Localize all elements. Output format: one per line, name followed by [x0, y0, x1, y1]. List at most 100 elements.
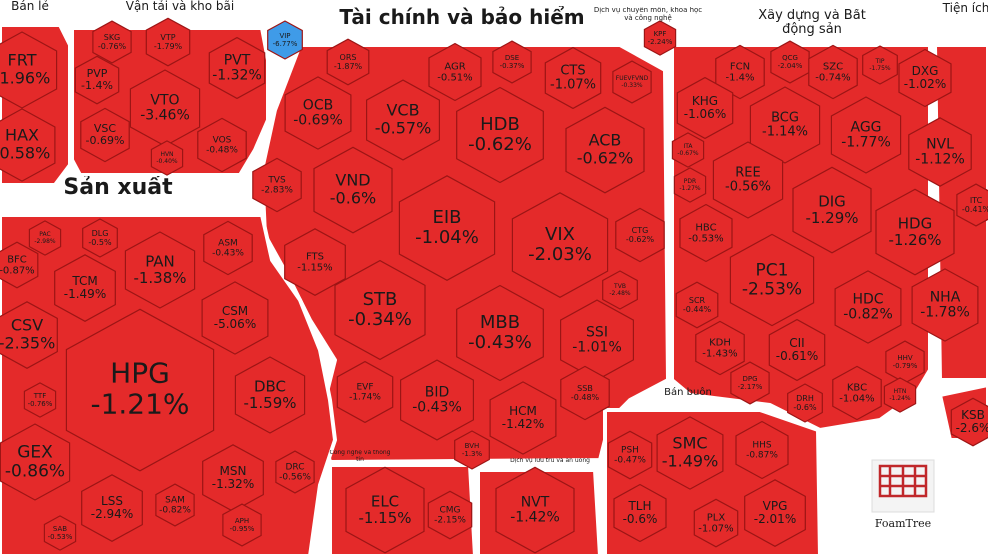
cell — [334, 259, 426, 361]
cell-label: BFC — [7, 255, 27, 266]
cell-label: SSI — [586, 324, 608, 340]
group-header: Xây dựng và Bất động sản — [758, 9, 866, 38]
cell-label: VIP — [279, 32, 290, 40]
cell-label: DPG — [742, 375, 757, 383]
value-label: -1.02% — [904, 77, 946, 91]
value-label: -0.6% — [330, 188, 376, 207]
cell — [23, 382, 57, 418]
cell-label: VTP — [160, 33, 175, 42]
group-header-box: Bán lẻ — [11, 0, 49, 13]
cell — [456, 284, 544, 382]
value-label: -0.40% — [156, 158, 178, 165]
cell-label: DIG — [818, 192, 846, 210]
group-header: Bán lẻ — [11, 0, 49, 13]
value-label: -2.03% — [528, 244, 592, 265]
cell-label: HVN — [160, 151, 173, 158]
cell-label: VSC — [94, 122, 117, 135]
cell-label: CSM — [222, 304, 248, 318]
value-label: -1.38% — [133, 269, 186, 287]
cell — [0, 108, 56, 182]
value-label: -1.04% — [839, 394, 874, 405]
group-header-box: Tiện ích — [943, 2, 988, 15]
value-label: -0.43% — [468, 332, 532, 353]
value-label: -2.17% — [738, 383, 763, 391]
cell — [366, 79, 440, 161]
logo: FoamTree — [871, 459, 935, 530]
cell-label: KSB — [961, 408, 985, 422]
value-label: -1.24% — [889, 395, 911, 402]
cell-label: VND — [335, 171, 370, 190]
cell-label: MSN — [220, 464, 247, 478]
cell-label: TCM — [71, 274, 97, 288]
value-label: -1.42% — [502, 417, 544, 431]
cell-label: HBC — [695, 223, 716, 234]
cell — [454, 430, 490, 470]
cell-label: DRC — [285, 463, 304, 473]
value-label: -1.01% — [572, 340, 622, 356]
value-label: -0.48% — [206, 145, 238, 155]
cell — [428, 42, 482, 102]
cell — [676, 76, 734, 140]
cell-label: ELC — [371, 492, 399, 510]
value-label: -0.41% — [962, 205, 988, 214]
group-header-box: Sản xuất — [63, 176, 172, 200]
cell-label: EVF — [356, 383, 373, 393]
cell — [201, 281, 269, 355]
cell — [326, 38, 370, 86]
value-label: -0.33% — [621, 82, 643, 89]
group-header: Vận tải và kho bãi — [125, 0, 235, 13]
value-label: -0.76% — [28, 400, 53, 408]
cell — [82, 218, 118, 258]
value-label: -1.4% — [81, 79, 113, 92]
cell — [456, 86, 544, 184]
cell-label: ORS — [340, 53, 357, 62]
value-label: -1.3% — [462, 450, 483, 458]
cell — [495, 466, 575, 554]
cell — [489, 381, 557, 455]
cell — [656, 416, 724, 490]
value-label: -1.32% — [212, 68, 262, 84]
cell — [908, 117, 972, 187]
cell-label: HTN — [894, 388, 907, 395]
cell — [544, 46, 602, 110]
value-label: -1.96% — [0, 68, 50, 87]
value-label: -2.01% — [754, 512, 796, 526]
cell-label: HHS — [752, 441, 772, 451]
cell-label: CTS — [560, 63, 585, 78]
value-label: -1.06% — [684, 107, 726, 121]
cell — [313, 146, 393, 234]
value-label: -2.35% — [0, 333, 55, 352]
value-label: -2.04% — [778, 62, 803, 70]
value-label: -2.98% — [34, 238, 56, 245]
cell-label: BVH — [465, 442, 480, 450]
value-label: -1.87% — [334, 62, 363, 71]
cell-label: SKG — [104, 33, 121, 42]
cell — [679, 203, 733, 263]
group-header-box: Tài chính và bảo hiểm — [339, 6, 584, 28]
cell-label: CII — [789, 336, 804, 350]
group-header-box: Bán buôn — [664, 387, 712, 398]
group-header: Công nghệ và thông tin — [329, 450, 391, 463]
group-header: Dịch vụ lưu trú và ăn uống — [510, 458, 590, 464]
value-label: -1.49% — [662, 451, 719, 470]
cell — [150, 140, 184, 176]
cell-label: KHG — [692, 94, 718, 108]
value-label: -1.79% — [154, 42, 183, 51]
value-label: -1.78% — [920, 305, 970, 321]
value-label: -2.48% — [609, 290, 631, 297]
value-label: -1.07% — [550, 78, 596, 93]
cell-label: PAN — [145, 252, 175, 270]
value-label: -1.43% — [702, 349, 737, 360]
cell — [124, 231, 196, 309]
cell-label: CTG — [632, 226, 649, 235]
cell-label: CMG — [439, 506, 460, 516]
value-label: -1.75% — [869, 65, 891, 72]
cell-label: MBB — [480, 312, 520, 333]
value-label: -1.42% — [510, 510, 560, 526]
cell — [203, 220, 253, 276]
cell-label: QCG — [782, 54, 798, 62]
value-label: -0.37% — [500, 62, 525, 70]
cell-label: KPF — [654, 30, 667, 38]
cell-label: FCN — [730, 62, 750, 73]
cell-label: TTF — [33, 392, 46, 400]
